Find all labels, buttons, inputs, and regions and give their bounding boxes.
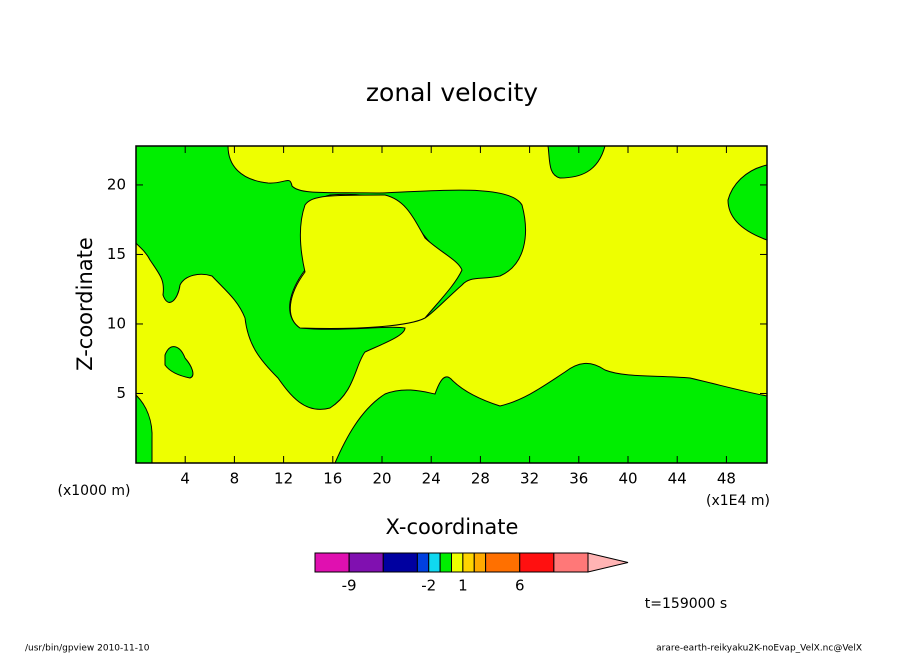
negative-region	[135, 393, 153, 464]
y-tick-label: 10	[107, 314, 126, 332]
colorbar-box	[553, 552, 589, 573]
negative-region	[334, 363, 768, 464]
x-axis-label: X-coordinate	[386, 515, 519, 539]
colorbar-box	[439, 552, 452, 573]
y-unit: (x1000 m)	[58, 483, 131, 499]
footer-right: arare-earth-reikyaku2K-noEvap_VelX.nc@Ve…	[656, 644, 862, 654]
colorbar-box	[519, 552, 555, 573]
x-tick-label: 48	[717, 470, 736, 488]
colorbar-box	[473, 552, 487, 573]
colorbar-box	[314, 552, 350, 573]
plot-frame	[135, 145, 768, 464]
footer-left: /usr/bin/gpview 2010-11-10	[25, 644, 150, 654]
x-tick-label: 24	[422, 470, 441, 488]
chart-title: zonal velocity	[366, 78, 538, 107]
colorbar-tick-label: 6	[515, 577, 525, 595]
colorbar-tick-label: -2	[421, 577, 436, 595]
colorbar-box	[416, 552, 430, 573]
x-tick-label: 36	[569, 470, 588, 488]
colorbar-extend	[587, 552, 629, 573]
x-tick-label: 28	[471, 470, 490, 488]
x-tick-label: 20	[372, 470, 391, 488]
negative-region	[547, 145, 606, 179]
colorbar-tick-label: 1	[458, 577, 468, 595]
x-tick-label: 16	[323, 470, 342, 488]
colorbar-box	[382, 552, 418, 573]
colorbar-box	[485, 552, 521, 573]
y-tick-label: 5	[116, 384, 126, 402]
positive-region	[289, 194, 463, 330]
y-tick-label: 20	[107, 175, 126, 193]
colorbar-box	[462, 552, 475, 573]
time-label: t=159000 s	[645, 596, 727, 612]
x-tick-label: 4	[180, 470, 190, 488]
y-tick-label: 15	[107, 245, 126, 263]
x-tick-label: 8	[230, 470, 240, 488]
x-tick-label: 44	[668, 470, 687, 488]
y-axis-label: Z-coordinate	[73, 237, 97, 371]
negative-region	[164, 346, 194, 379]
colorbar-box	[451, 552, 464, 573]
x-tick-label: 32	[520, 470, 539, 488]
plot-area	[135, 145, 768, 464]
negative-region	[727, 164, 768, 241]
colorbar-box	[348, 552, 384, 573]
colorbar-tick-label: -9	[342, 577, 357, 595]
x-tick-label: 40	[618, 470, 637, 488]
x-tick-label: 12	[274, 470, 293, 488]
colorbar-box	[428, 552, 441, 573]
x-unit: (x1E4 m)	[706, 493, 770, 509]
